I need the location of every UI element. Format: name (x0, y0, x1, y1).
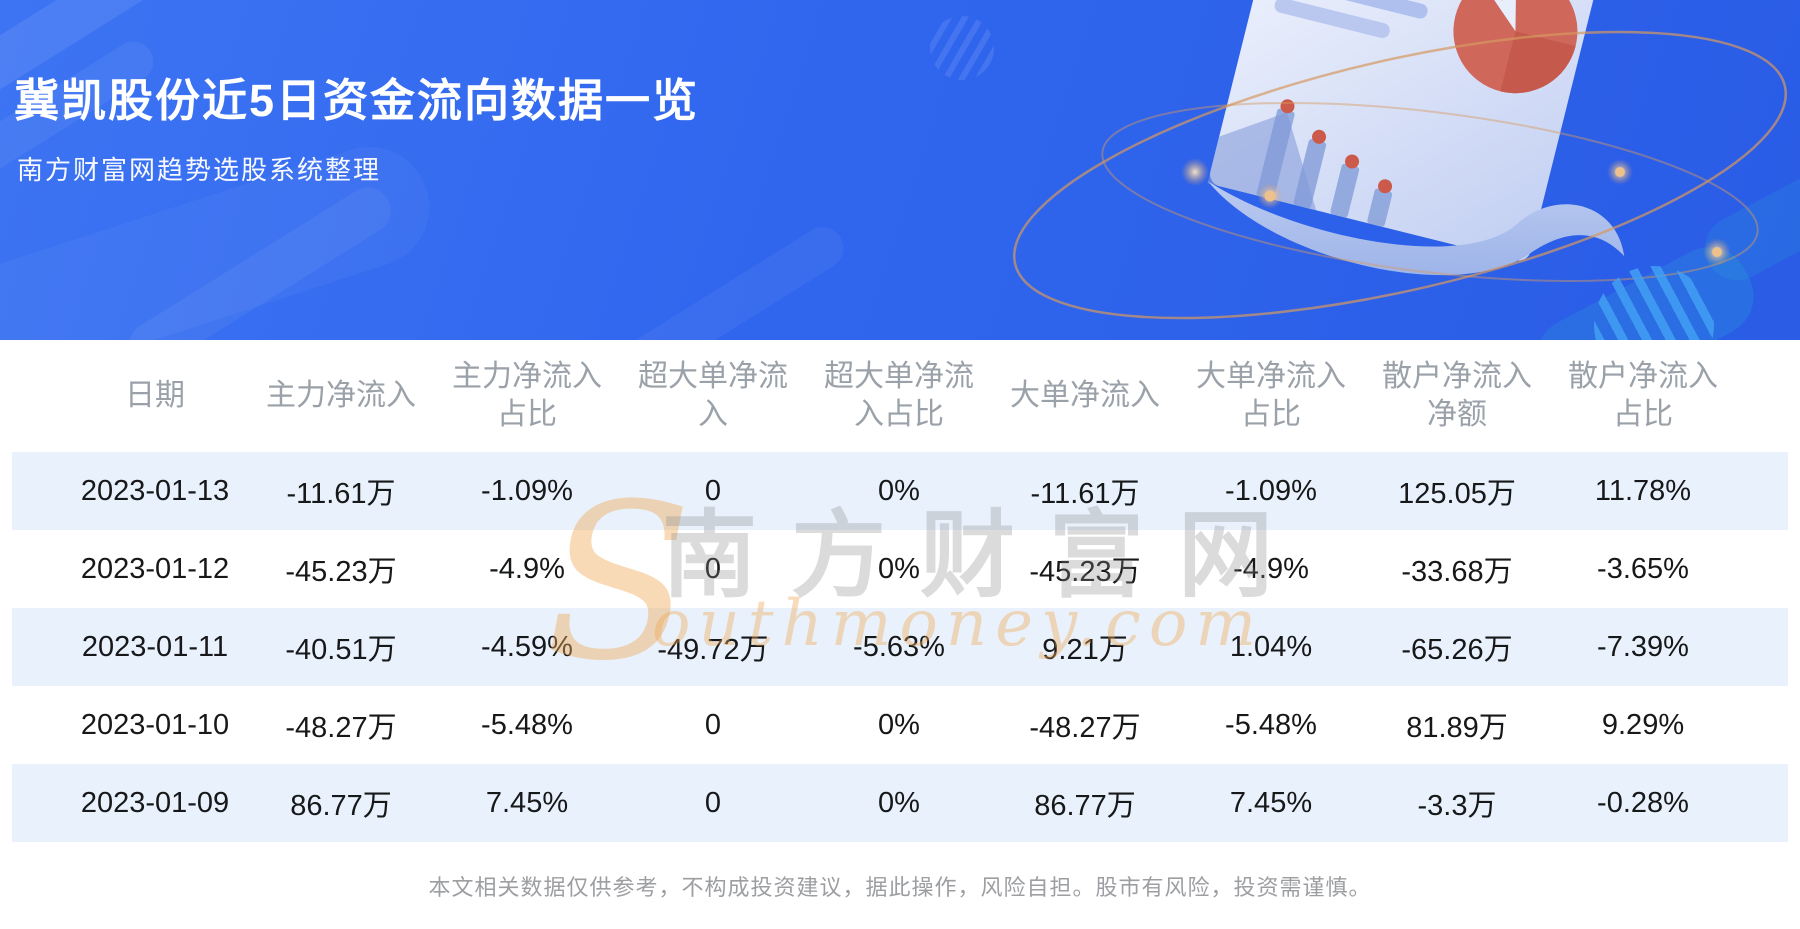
bar-chart-icon (1207, 99, 1393, 227)
value-cell: -1.09% (481, 474, 573, 507)
table-row: 2023-01-12 -45.23万 -4.9% 0 0% -45.23万 -4.9% -33… (12, 530, 1788, 608)
value-cell: 1.04% (1229, 630, 1313, 663)
value-cell: 9.21万 (1042, 634, 1128, 666)
value-cell: 81.89万 (1406, 712, 1508, 744)
column-header: 散户净流入 占比 (1568, 360, 1718, 431)
value-cell: -5.48% (481, 708, 573, 741)
column-header: 大单净流入 (1010, 379, 1160, 412)
value-cell: 125.05万 (1398, 478, 1516, 510)
value-cell: -5.48% (1225, 708, 1317, 741)
table-row: 2023-01-10 -48.27万 -5.48% 0 0% -48.27万 -5.48% 8… (12, 686, 1788, 764)
disclaimer-text: 本文相关数据仅供参考，不构成投资建议，据此操作，风险自担。股市有风险，投资需谨慎… (428, 875, 1372, 900)
page-curl (1207, 181, 1625, 276)
value-cell: 7.45% (485, 786, 569, 819)
value-cell: 0% (878, 786, 920, 819)
value-cell: -45.23万 (285, 556, 397, 588)
value-cell: 9.29% (1601, 708, 1685, 741)
value-cell: -49.72万 (657, 634, 769, 666)
value-cell: -11.61万 (1030, 478, 1140, 510)
value-cell: 11.78% (1594, 474, 1692, 507)
date-cell: 2023-01-13 (80, 474, 230, 507)
finance-report-illustration (1013, 0, 1787, 320)
page-title: 冀凯股份近5日资金流向数据一览 (14, 75, 700, 126)
value-cell: -48.27万 (1029, 712, 1141, 744)
date-cell: 2023-01-12 (80, 552, 230, 585)
banner-decoration (608, 219, 852, 340)
table-body: 2023-01-13 -11.61万 -1.09% 0 0% -11.61万 -1.09% 1… (0, 452, 1800, 842)
value-cell: -65.26万 (1401, 634, 1513, 666)
value-cell: 0 (704, 552, 722, 585)
value-cell: -4.59% (481, 630, 573, 663)
value-cell: -4.9% (1233, 552, 1309, 585)
value-cell: -5.63% (853, 630, 945, 663)
column-header: 主力净流入 (266, 379, 416, 412)
value-cell: -1.09% (1225, 474, 1317, 507)
column-header: 散户净流入 净额 (1382, 360, 1532, 431)
page-subtitle: 南方财富网趋势选股系统整理 (17, 155, 382, 185)
column-header: 超大单净流 入占比 (824, 360, 974, 431)
date-cell: 2023-01-11 (81, 630, 229, 663)
value-cell: 0 (704, 786, 722, 819)
date-cell: 2023-01-09 (80, 786, 230, 819)
fund-flow-table: 日期 主力净流入 主力净流入 占比 超大单净流 入超大单净流 入占比 大单净流入 大单净流… (0, 340, 1800, 842)
column-header: 主力净流入 占比 (452, 360, 602, 431)
date-cell: 2023-01-10 (80, 708, 230, 741)
column-header: 大单净流入 占比 (1196, 360, 1346, 431)
table-row: 2023-01-13 -11.61万 -1.09% 0 0% -11.61万 -1.09% 1… (12, 452, 1788, 530)
banner: 冀凯股份近5日资金流向数据一览 南方财富网趋势选股系统整理 (0, 0, 1800, 340)
value-cell: 0 (704, 474, 722, 507)
value-cell: -3.3万 (1417, 790, 1497, 822)
value-cell: -45.23万 (1029, 556, 1141, 588)
value-cell: 0% (878, 474, 920, 507)
value-cell: -11.61万 (286, 478, 396, 510)
value-cell: 0% (878, 552, 920, 585)
report-sheet (1207, 0, 1625, 276)
column-header: 日期 (125, 379, 185, 412)
orbit-decoration (1013, 30, 1787, 320)
value-cell: -40.51万 (285, 634, 397, 666)
value-cell: -4.9% (489, 552, 565, 585)
table-header-row: 日期 主力净流入 主力净流入 占比 超大单净流 入超大单净流 入占比 大单净流入 大单净流… (0, 340, 1800, 452)
value-cell: 0 (704, 708, 722, 741)
column-header: 超大单净流 入 (638, 360, 788, 431)
value-cell: -33.68万 (1401, 556, 1513, 588)
hatched-circle-decoration (930, 16, 994, 80)
value-cell: -0.28% (1597, 786, 1689, 819)
value-cell: 86.77万 (290, 790, 392, 822)
table-row: 2023-01-11 -40.51万 -4.59% -49.72万 -5.63% 9.21… (12, 608, 1788, 686)
value-cell: -48.27万 (285, 712, 397, 744)
value-cell: 86.77万 (1034, 790, 1136, 822)
value-cell: -3.65% (1597, 552, 1689, 585)
value-cell: -7.39% (1597, 630, 1689, 663)
pie-chart-icon (1453, 0, 1578, 94)
value-cell: 0% (878, 708, 920, 741)
table-row: 2023-01-09 86.77万 7.45% 0 0% 86.77万 7.45% -3.3万… (12, 764, 1788, 842)
value-cell: 7.45% (1229, 786, 1313, 819)
